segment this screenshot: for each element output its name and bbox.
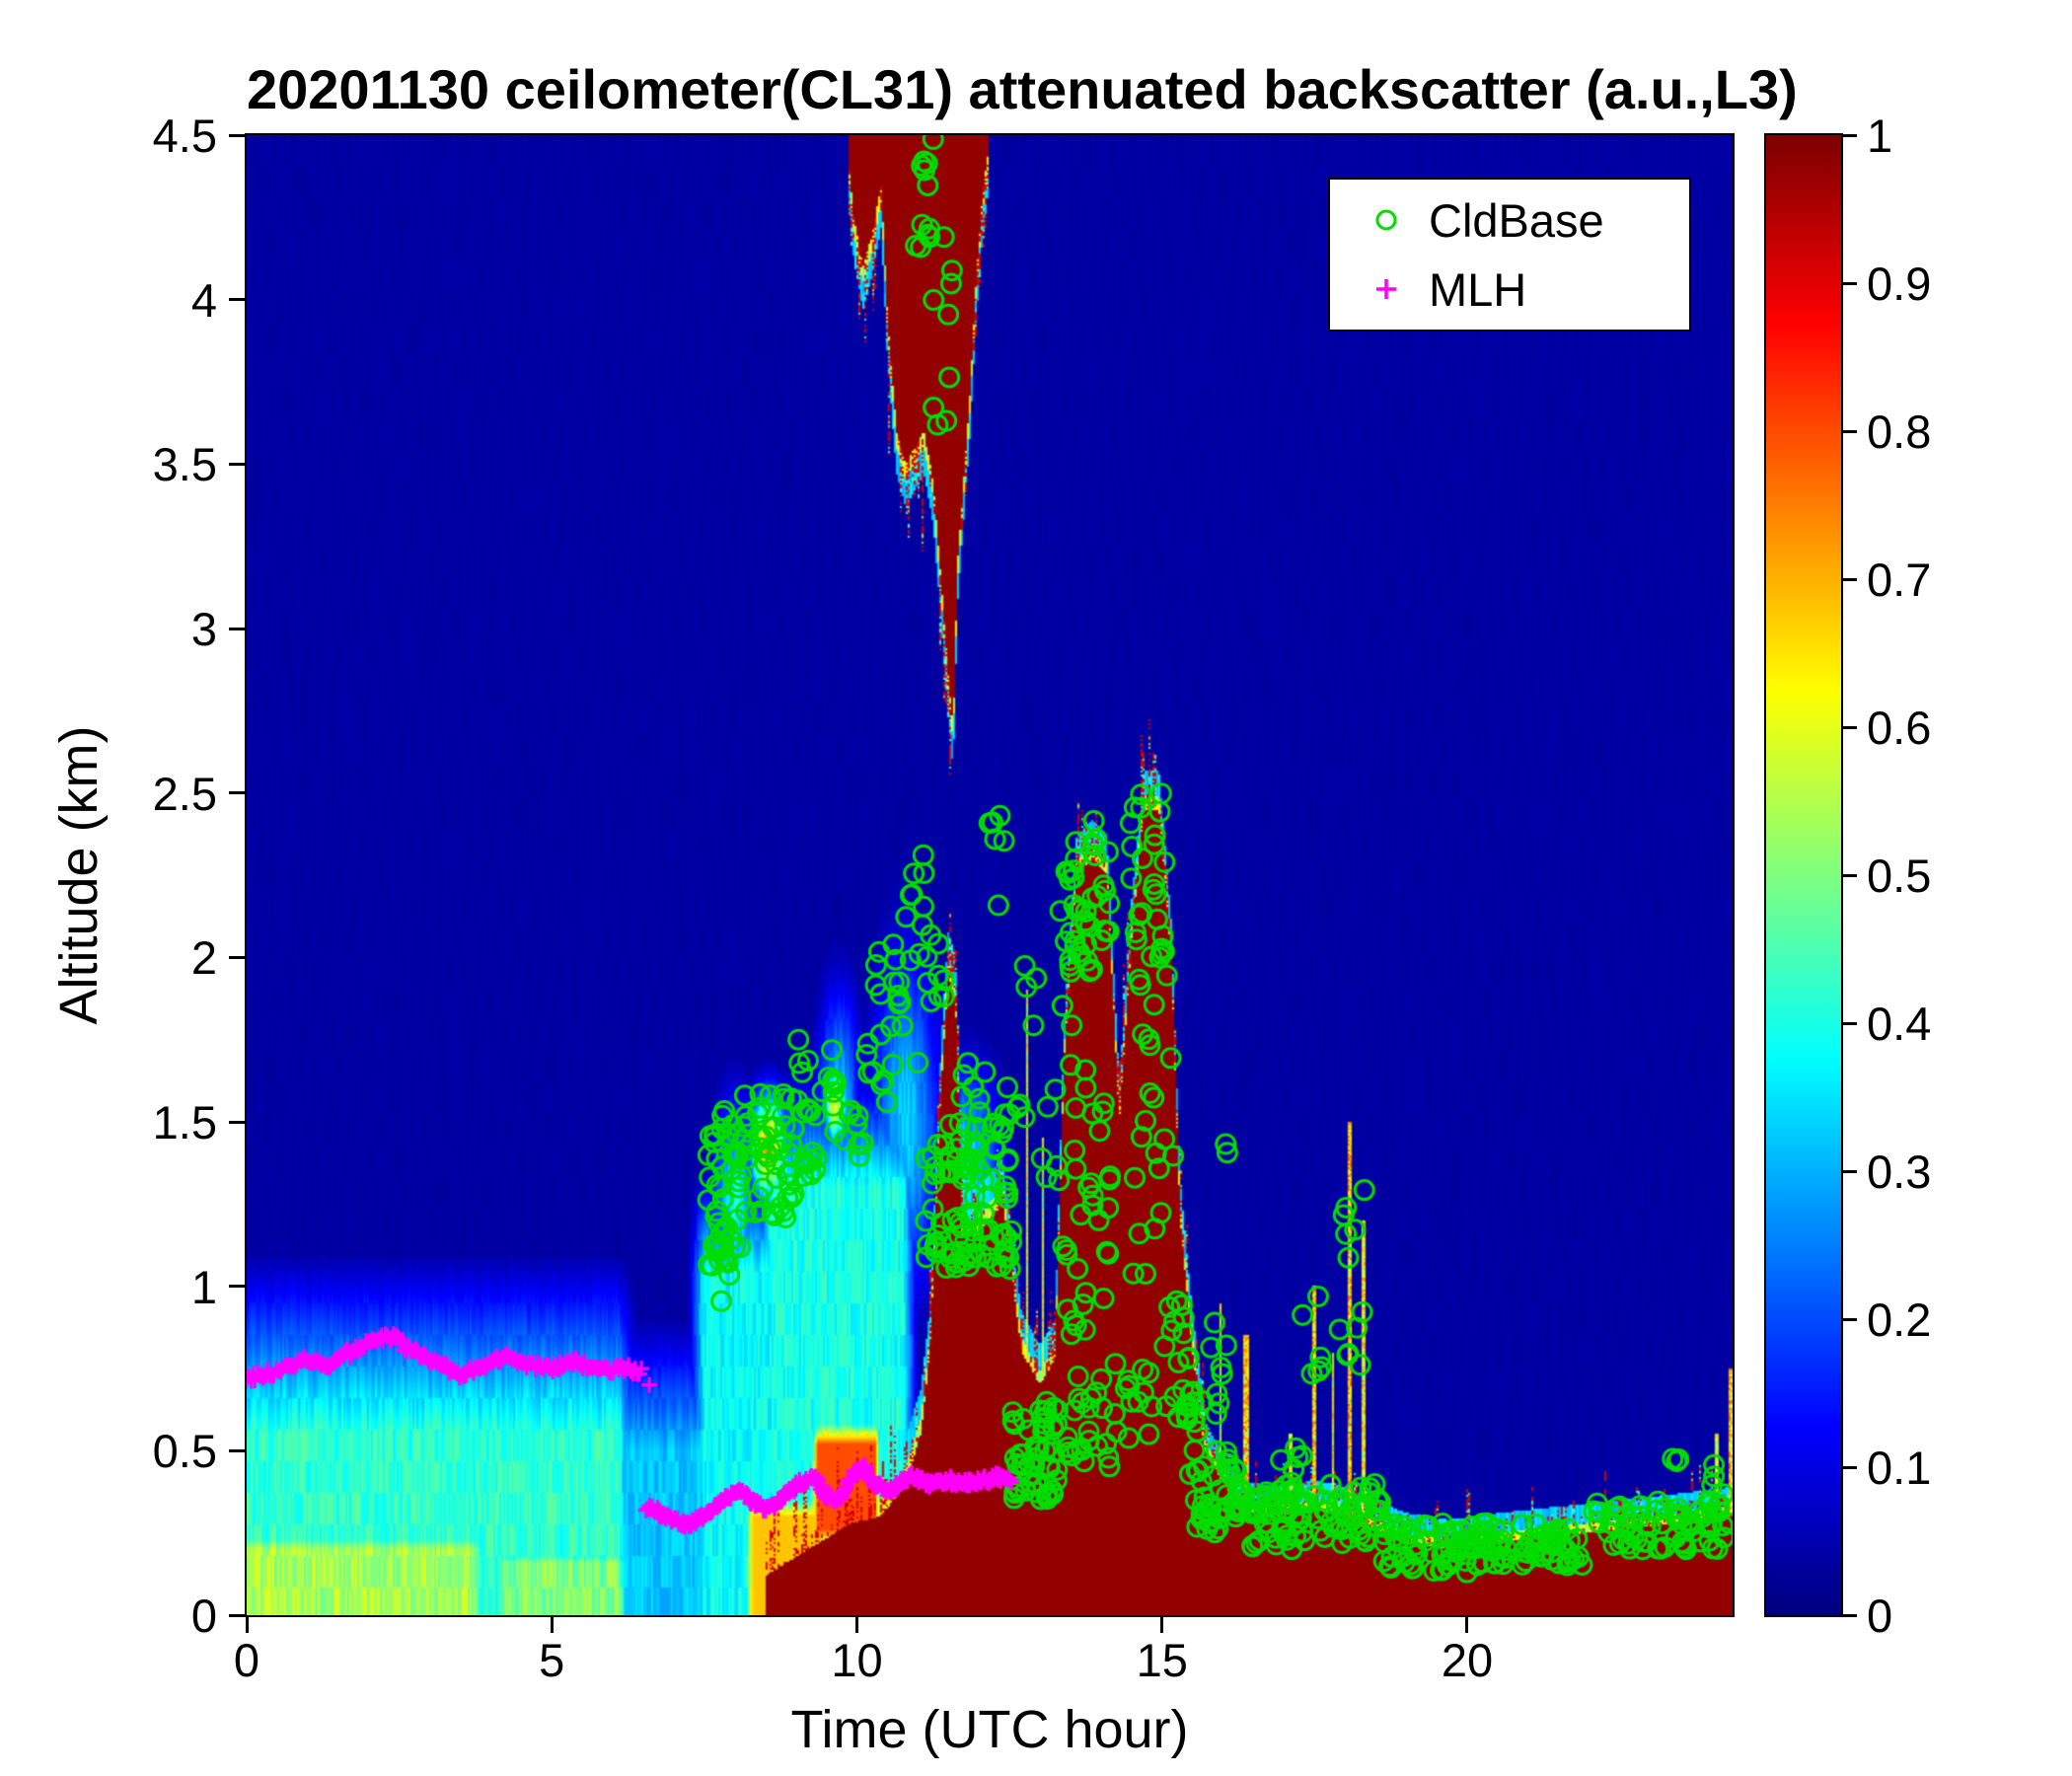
- x-tick-mark: [854, 1617, 858, 1633]
- plot-area: CldBase MLH: [245, 133, 1735, 1617]
- colorbar-tick-mark: [1843, 1317, 1857, 1321]
- y-tick-label: 1.5: [152, 1096, 217, 1148]
- x-tick-label: 20: [1441, 1634, 1494, 1686]
- colorbar-tick-mark: [1843, 577, 1857, 581]
- colorbar-tick-mark: [1843, 1169, 1857, 1173]
- y-tick-mark: [229, 627, 245, 630]
- cldbase-circle-icon: [1375, 209, 1397, 231]
- legend-label-mlh: MLH: [1429, 262, 1527, 316]
- mlh-plus-icon: [1376, 279, 1396, 299]
- colorbar-tick-label: 0.2: [1867, 1294, 1932, 1346]
- legend-item-mlh: MLH: [1330, 255, 1689, 324]
- colorbar-tick-label: 0.8: [1867, 406, 1932, 458]
- y-tick-label: 2: [190, 931, 217, 985]
- y-tick-label: 3.5: [152, 438, 217, 491]
- y-tick-mark: [229, 791, 245, 795]
- y-tick-mark: [229, 1120, 245, 1124]
- x-tick-label: 10: [831, 1634, 883, 1686]
- y-tick-mark: [229, 462, 245, 466]
- x-tick-mark: [245, 1617, 249, 1633]
- colorbar-tick-label: 0.9: [1867, 258, 1932, 310]
- y-tick-mark: [229, 1613, 245, 1617]
- x-tick-mark: [1465, 1617, 1469, 1633]
- colorbar-tick-mark: [1843, 873, 1857, 877]
- x-tick-label: 15: [1136, 1634, 1188, 1686]
- colorbar: [1764, 133, 1843, 1617]
- colorbar-tick-mark: [1843, 281, 1857, 285]
- legend-label-cldbase: CldBase: [1429, 193, 1604, 247]
- colorbar-tick-label: 0.6: [1867, 702, 1932, 754]
- y-tick-mark: [229, 1448, 245, 1452]
- colorbar-tick-label: 0: [1867, 1590, 1893, 1642]
- colorbar-tick-mark: [1843, 1021, 1857, 1025]
- y-tick-mark: [229, 298, 245, 302]
- y-tick-mark: [229, 1285, 245, 1289]
- colorbar-tick-mark: [1843, 133, 1857, 137]
- y-tick-label: 1: [190, 1260, 217, 1313]
- legend-item-cldbase: CldBase: [1330, 185, 1689, 255]
- chart-title: 20201130 ceilometer(CL31) attenuated bac…: [247, 58, 1798, 120]
- y-tick-label: 3: [190, 603, 217, 655]
- colorbar-tick-label: 0.5: [1867, 850, 1932, 902]
- x-tick-label: 0: [233, 1634, 260, 1686]
- colorbar-tick-label: 0.7: [1867, 554, 1932, 606]
- colorbar-gradient: [1766, 135, 1841, 1615]
- colorbar-tick-label: 0.3: [1867, 1146, 1932, 1198]
- y-tick-mark: [229, 955, 245, 959]
- colorbar-tick-mark: [1843, 1613, 1857, 1617]
- y-tick-label: 4: [190, 273, 217, 327]
- y-tick-label: 2.5: [152, 767, 217, 820]
- colorbar-tick-mark: [1843, 429, 1857, 433]
- x-axis-label: Time (UTC hour): [790, 1700, 1189, 1759]
- colorbar-tick-label: 1: [1867, 110, 1893, 162]
- y-tick-label: 0.5: [152, 1425, 217, 1478]
- x-tick-label: 5: [539, 1634, 565, 1686]
- colorbar-tick-mark: [1843, 725, 1857, 729]
- x-tick-mark: [1160, 1617, 1164, 1633]
- y-tick-label: 4.5: [152, 110, 217, 162]
- colorbar-tick-label: 0.4: [1867, 998, 1932, 1050]
- y-tick-label: 0: [190, 1590, 217, 1642]
- x-tick-mark: [550, 1617, 554, 1633]
- marker-overlay-canvas: [247, 135, 1733, 1615]
- legend-box: CldBase MLH: [1328, 178, 1691, 332]
- colorbar-tick-label: 0.1: [1867, 1442, 1932, 1494]
- colorbar-tick-mark: [1843, 1465, 1857, 1469]
- y-tick-mark: [229, 133, 245, 137]
